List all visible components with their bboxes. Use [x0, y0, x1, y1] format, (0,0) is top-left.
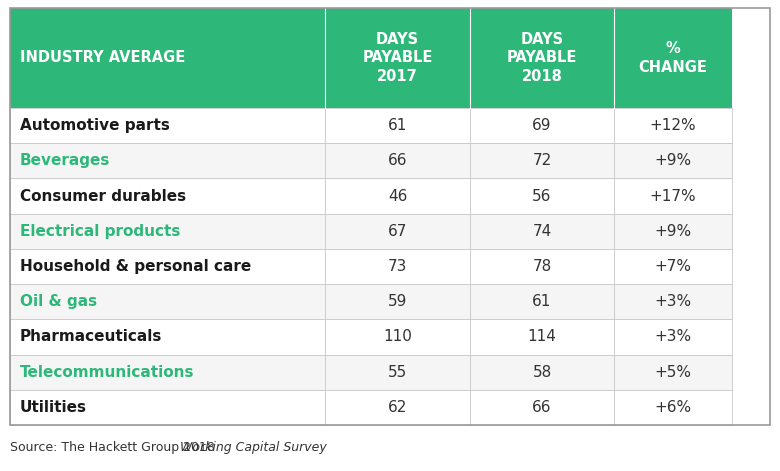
Bar — [470, 249, 614, 284]
Bar — [10, 319, 325, 355]
Text: 110: 110 — [383, 329, 412, 344]
Text: Automotive parts: Automotive parts — [20, 118, 170, 133]
Bar — [614, 8, 732, 108]
Text: DAYS
PAYABLE
2018: DAYS PAYABLE 2018 — [507, 32, 577, 84]
Bar — [614, 249, 732, 284]
Bar — [10, 143, 325, 179]
Text: 61: 61 — [532, 294, 551, 309]
Bar — [325, 143, 470, 179]
Text: 56: 56 — [532, 188, 551, 203]
Text: +17%: +17% — [650, 188, 697, 203]
Bar — [325, 8, 470, 108]
Bar — [325, 284, 470, 319]
Bar — [614, 108, 732, 143]
Bar — [10, 390, 325, 425]
Text: Telecommunications: Telecommunications — [20, 365, 194, 380]
Text: Working Capital Survey: Working Capital Survey — [180, 440, 328, 454]
Text: 61: 61 — [388, 118, 407, 133]
Text: Pharmaceuticals: Pharmaceuticals — [20, 329, 162, 344]
Text: +9%: +9% — [654, 224, 692, 239]
Bar — [470, 214, 614, 249]
Bar — [325, 214, 470, 249]
Text: +3%: +3% — [654, 294, 692, 309]
Bar — [325, 355, 470, 390]
Bar — [614, 214, 732, 249]
Text: 114: 114 — [527, 329, 556, 344]
Bar — [470, 8, 614, 108]
Bar — [614, 143, 732, 179]
Text: 69: 69 — [532, 118, 551, 133]
Bar — [10, 284, 325, 319]
Text: Electrical products: Electrical products — [20, 224, 180, 239]
Bar — [10, 8, 325, 108]
Text: 66: 66 — [532, 400, 551, 415]
Text: +5%: +5% — [654, 365, 692, 380]
Text: INDUSTRY AVERAGE: INDUSTRY AVERAGE — [20, 50, 186, 65]
Bar — [325, 390, 470, 425]
Bar — [325, 249, 470, 284]
Bar — [470, 355, 614, 390]
Text: 72: 72 — [533, 154, 551, 168]
Text: DAYS
PAYABLE
2017: DAYS PAYABLE 2017 — [363, 32, 433, 84]
Bar — [325, 179, 470, 214]
Text: 59: 59 — [388, 294, 407, 309]
Text: +3%: +3% — [654, 329, 692, 344]
Text: +7%: +7% — [654, 259, 692, 274]
Bar — [10, 108, 325, 143]
Bar — [614, 319, 732, 355]
Text: Utilities: Utilities — [20, 400, 87, 415]
Text: 74: 74 — [533, 224, 551, 239]
Bar — [470, 108, 614, 143]
Bar — [470, 390, 614, 425]
Text: 66: 66 — [388, 154, 407, 168]
Text: Source: The Hackett Group 2018: Source: The Hackett Group 2018 — [10, 440, 219, 454]
Text: +6%: +6% — [654, 400, 692, 415]
Bar — [10, 355, 325, 390]
Bar — [470, 284, 614, 319]
Bar — [470, 319, 614, 355]
Text: 55: 55 — [388, 365, 407, 380]
Text: 78: 78 — [533, 259, 551, 274]
Text: Beverages: Beverages — [20, 154, 111, 168]
Bar — [325, 319, 470, 355]
Text: %
CHANGE: % CHANGE — [639, 41, 707, 75]
Bar — [614, 355, 732, 390]
Bar — [10, 179, 325, 214]
Bar — [614, 179, 732, 214]
Text: Consumer durables: Consumer durables — [20, 188, 186, 203]
Bar — [614, 390, 732, 425]
Text: 67: 67 — [388, 224, 407, 239]
Text: 73: 73 — [388, 259, 407, 274]
Text: +12%: +12% — [650, 118, 697, 133]
Bar — [10, 8, 770, 425]
Text: Household & personal care: Household & personal care — [20, 259, 251, 274]
Text: Oil & gas: Oil & gas — [20, 294, 98, 309]
Text: 58: 58 — [533, 365, 551, 380]
Bar — [325, 108, 470, 143]
Bar — [614, 284, 732, 319]
Text: 46: 46 — [388, 188, 407, 203]
Text: +9%: +9% — [654, 154, 692, 168]
Bar — [10, 214, 325, 249]
Text: 62: 62 — [388, 400, 407, 415]
Bar — [470, 179, 614, 214]
Bar — [10, 249, 325, 284]
Bar — [470, 143, 614, 179]
